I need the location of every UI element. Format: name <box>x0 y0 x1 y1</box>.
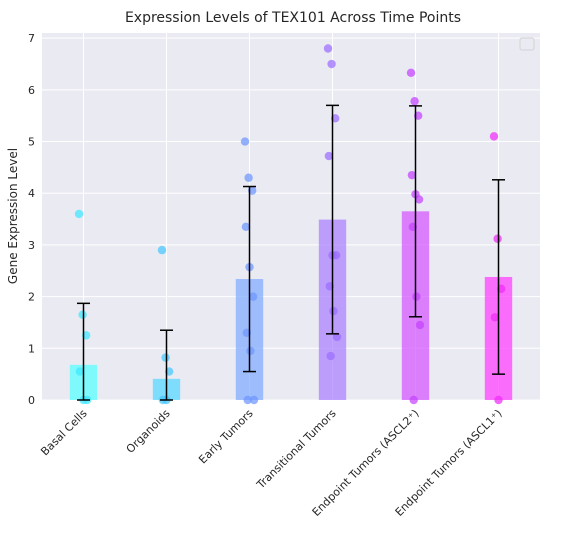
data-point <box>327 59 336 69</box>
data-point <box>409 395 418 405</box>
data-point <box>324 151 334 161</box>
data-point <box>412 292 421 301</box>
data-point <box>246 346 255 356</box>
data-point <box>78 310 87 319</box>
data-point <box>494 395 503 405</box>
y-tick-label: 4 <box>28 187 35 200</box>
data-point <box>331 251 341 260</box>
data-point <box>249 395 259 405</box>
data-point <box>407 170 417 180</box>
y-tick-label: 2 <box>28 291 35 304</box>
x-tick-label: Organoids <box>124 407 173 456</box>
y-tick-label: 6 <box>28 84 35 97</box>
x-tick-label: Early Tumors <box>196 407 256 467</box>
data-point <box>248 292 258 301</box>
data-point <box>243 395 252 405</box>
data-point <box>414 195 424 204</box>
x-tick-label: Basal Cells <box>38 407 90 459</box>
chart-title: Expression Levels of TEX101 Across Time … <box>125 10 461 26</box>
data-point <box>329 306 338 316</box>
y-tick-labels: 0 1 2 3 4 5 6 7 <box>28 32 35 407</box>
data-point <box>406 68 416 78</box>
data-point <box>161 353 170 362</box>
data-point <box>326 351 335 361</box>
data-point <box>489 132 499 141</box>
data-point <box>244 173 253 182</box>
legend-box <box>519 37 535 51</box>
plot-background <box>42 33 540 400</box>
data-point <box>410 97 419 106</box>
y-tick-label: 1 <box>28 342 35 355</box>
data-point <box>74 209 84 219</box>
data-point <box>323 44 333 53</box>
data-point <box>490 313 500 322</box>
data-point <box>75 367 85 376</box>
y-axis-label: Gene Expression Level <box>6 148 20 284</box>
x-tick-labels: Basal Cells Organoids Early TumorsTransiti… <box>38 407 504 519</box>
data-point <box>332 332 342 342</box>
error-bars <box>77 104 505 401</box>
data-point <box>157 245 167 255</box>
data-points <box>74 44 506 405</box>
y-tick-label: 0 <box>28 394 35 407</box>
data-point <box>241 222 251 232</box>
x-tick-label: Transitional Tumors <box>254 407 339 492</box>
data-point <box>240 137 250 146</box>
y-tick-label: 5 <box>28 136 35 149</box>
y-tick-label: 7 <box>28 32 35 45</box>
y-tick-label: 3 <box>28 239 35 252</box>
data-point <box>493 234 502 243</box>
data-point <box>415 320 425 330</box>
